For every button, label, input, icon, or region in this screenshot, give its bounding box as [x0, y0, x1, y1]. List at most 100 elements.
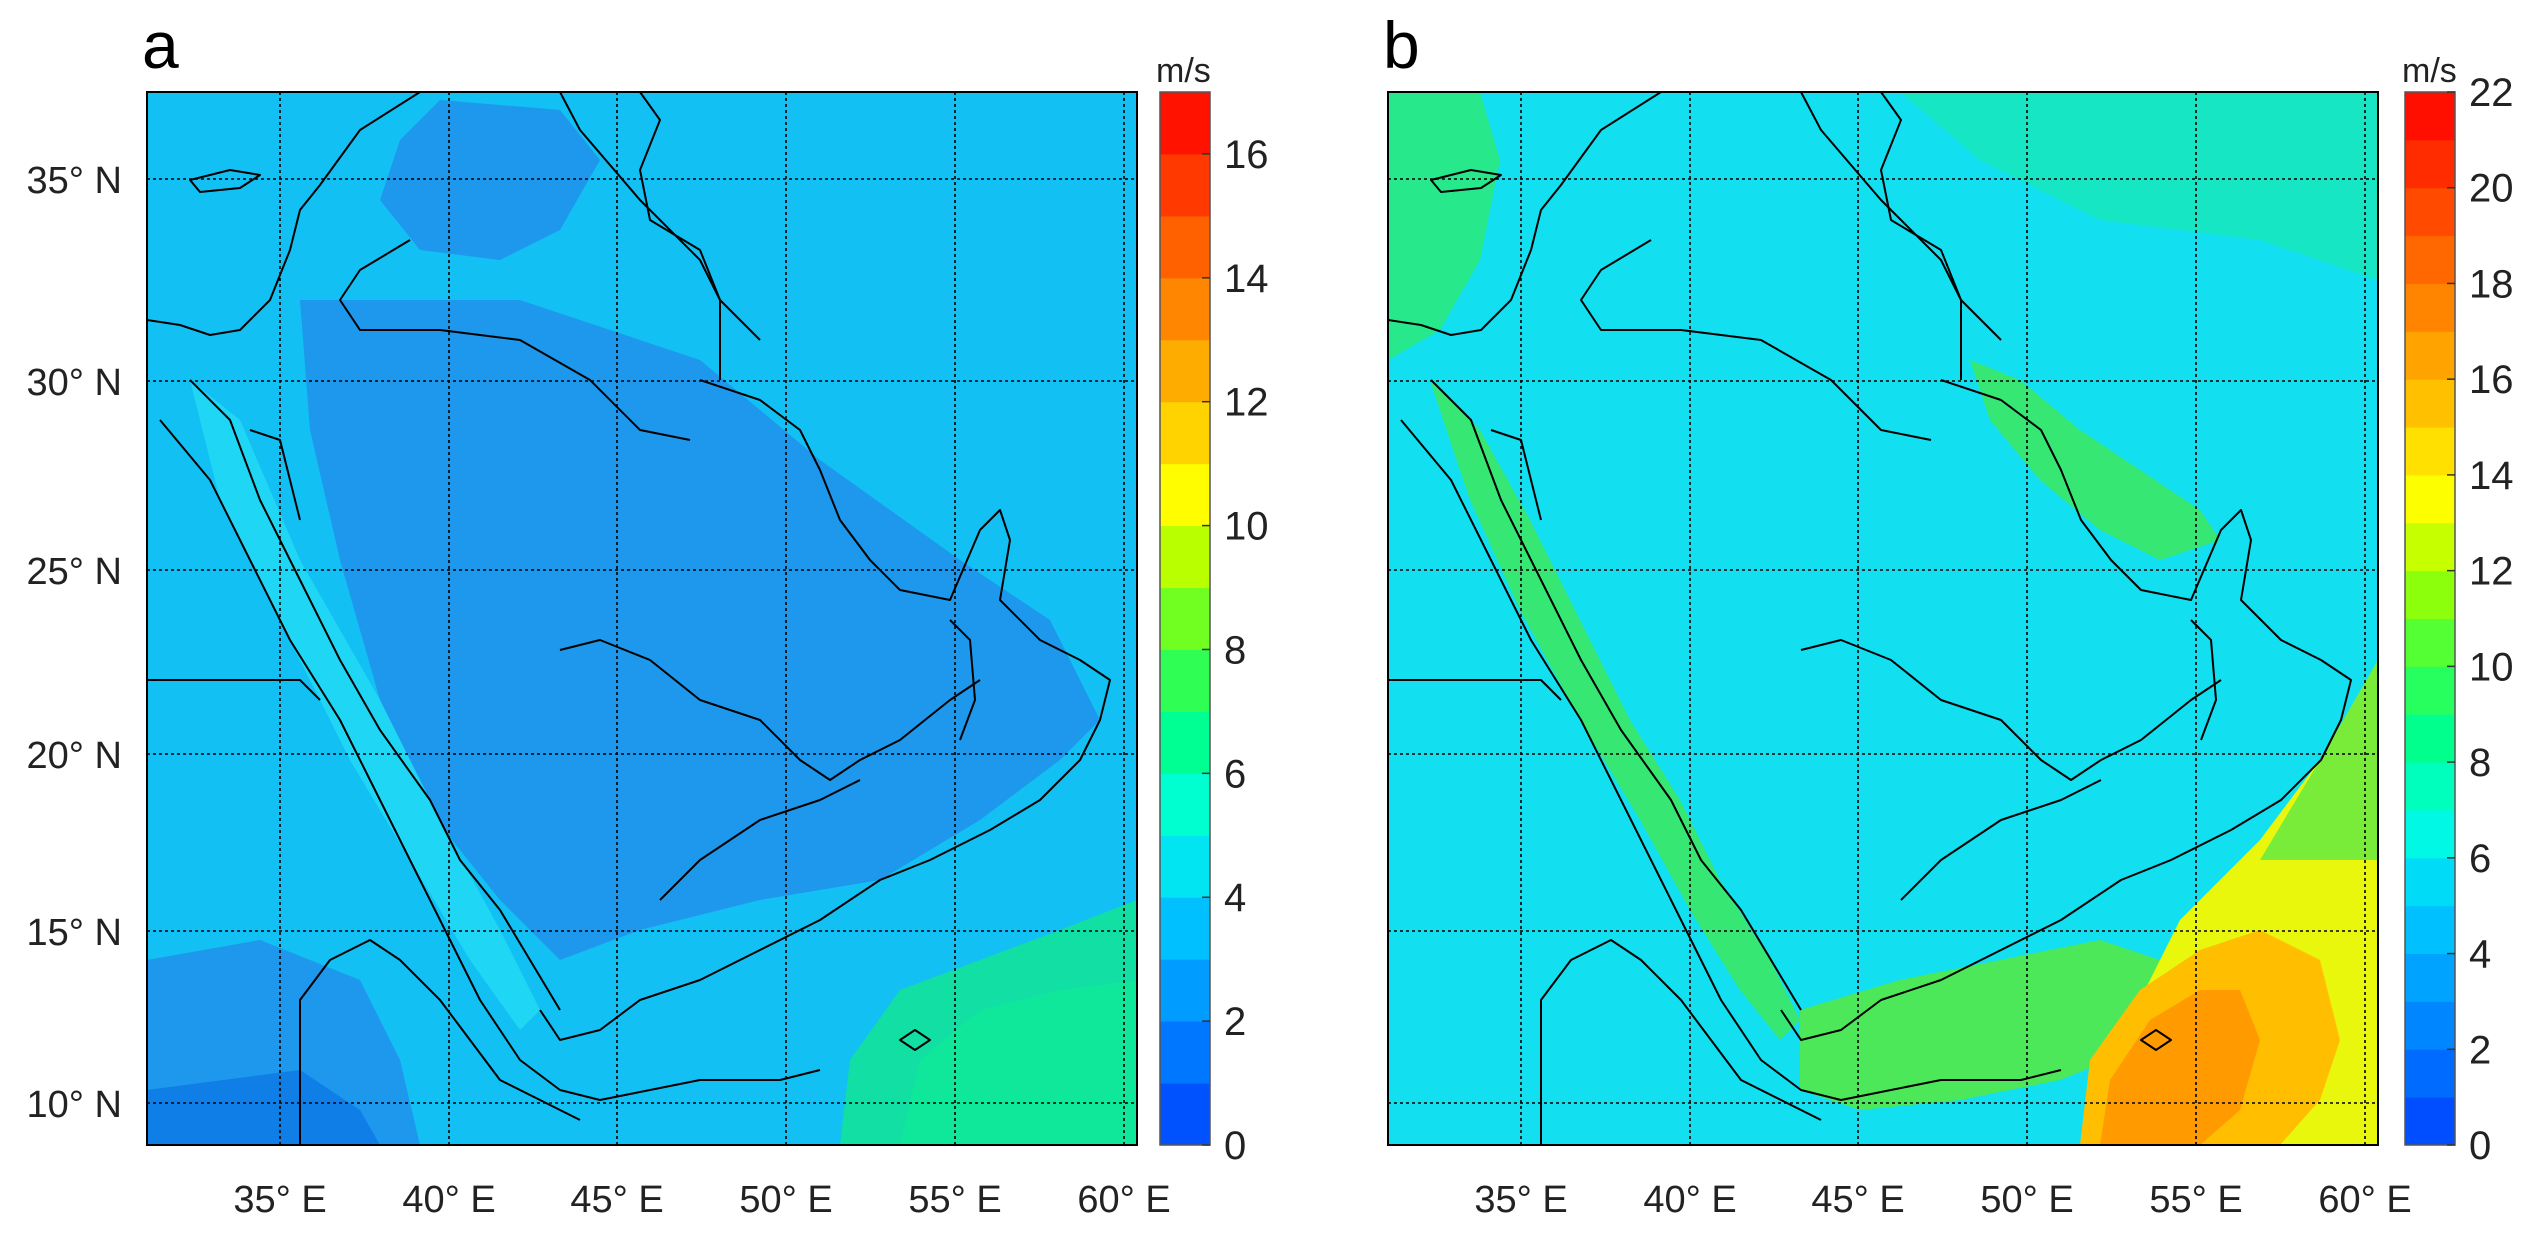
panel-b-xtick: 55° E: [2149, 1179, 2242, 1221]
panel-b-colorbar-unit: m/s: [2402, 52, 2457, 90]
colorbar-tick-label: 12: [1224, 381, 1269, 425]
panel-a-colorbar: m/s 0 2 4 6 8 10 12 14 16: [1156, 52, 1269, 1168]
colorbar-tick-label: 2: [1224, 1000, 1246, 1044]
panel-a-ytick: 15° N: [27, 912, 122, 954]
colorbar-tick-label: 4: [1224, 876, 1246, 920]
colorbar-tick-label: 8: [1224, 628, 1246, 672]
panel-a-ytick: 30° N: [27, 362, 122, 404]
panel-b-field-green-med: [1388, 92, 1500, 360]
colorbar-tick-label: 6: [2469, 837, 2491, 881]
panel-b-map: [1388, 92, 2378, 1145]
panel-a-field-lowest-africa: [147, 1070, 380, 1145]
panel-a-map-frame: [146, 91, 1138, 1146]
panel-a-field-low-north: [380, 100, 600, 260]
panel-a-coastlines: [147, 92, 1111, 1145]
panel-a-y-ticks: 35° N 30° N 25° N 20° N 15° N 10° N: [27, 160, 122, 1126]
panel-b-field-green-gulf: [1970, 360, 2220, 560]
colorbar-band: [1160, 92, 1210, 155]
panel-a-xtick: 60° E: [1077, 1179, 1170, 1221]
colorbar-tick-label: 4: [2469, 933, 2491, 977]
colorbar-band: [2405, 522, 2455, 572]
colorbar-band: [2405, 1001, 2455, 1050]
colorbar-band: [2405, 331, 2455, 380]
colorbar-band: [1160, 1021, 1210, 1084]
colorbar-band: [2405, 92, 2455, 141]
colorbar-tick-label: 18: [2469, 262, 2514, 306]
colorbar-tick-label: 0: [1224, 1124, 1246, 1168]
colorbar-band: [1160, 711, 1210, 774]
colorbar-tick-label: 10: [1224, 505, 1269, 549]
colorbar-band: [2405, 283, 2455, 332]
panel-a-xtick: 50° E: [739, 1179, 832, 1221]
colorbar-band: [1160, 339, 1210, 403]
colorbar-band: [2405, 474, 2455, 524]
panel-b-field-green-north: [1600, 92, 2378, 280]
panel-b-x-ticks: 35° E 40° E 45° E 50° E 55° E 60° E: [1474, 1179, 2411, 1221]
colorbar-band: [2405, 762, 2455, 811]
colorbar-band: [2405, 809, 2455, 859]
panel-a-xtick: 45° E: [570, 1179, 663, 1221]
colorbar-band: [2405, 857, 2455, 907]
panel-a-ytick: 20° N: [27, 735, 122, 777]
panel-a-field-low-arabia: [300, 300, 1100, 960]
panel-b-xtick: 50° E: [1980, 1179, 2073, 1221]
panel-a-ytick: 35° N: [27, 160, 122, 202]
panel-b-xtick: 45° E: [1811, 1179, 1904, 1221]
panel-a-label: a: [142, 8, 179, 82]
colorbar-band: [1160, 401, 1210, 465]
panel-b-xtick: 60° E: [2318, 1179, 2411, 1221]
colorbar-tick-label: 2: [2469, 1028, 2491, 1072]
colorbar-tick-label: 0: [2469, 1124, 2491, 1168]
colorbar-band: [2405, 953, 2455, 1002]
panel-a-colorbar-unit: m/s: [1156, 52, 1211, 90]
panel-b-field-green-oman: [2260, 660, 2378, 860]
colorbar-band: [2405, 1097, 2455, 1146]
panel-b-coastlines: [1388, 92, 2352, 1145]
panel-b-graticule: [1388, 92, 2378, 1145]
colorbar-band: [1160, 959, 1210, 1022]
colorbar-band: [2405, 187, 2455, 237]
panel-a-colorbar-bands: [1160, 92, 1210, 1146]
panel-a: a: [27, 8, 1269, 1221]
panel-b-xtick: 40° E: [1643, 1179, 1736, 1221]
colorbar-tick-label: 6: [1224, 752, 1246, 796]
colorbar-band: [1160, 525, 1210, 589]
panel-b-field-orange-core: [2100, 990, 2260, 1145]
colorbar-band: [1160, 897, 1210, 960]
colorbar-band: [1160, 277, 1210, 341]
panel-b-colorbar-bands: [2405, 92, 2455, 1146]
panel-b-label: b: [1383, 8, 1420, 82]
colorbar-band: [2405, 618, 2455, 667]
panel-a-xtick: 35° E: [233, 1179, 326, 1221]
colorbar-tick-label: 14: [2469, 454, 2514, 498]
panel-a-map: [147, 92, 1137, 1145]
colorbar-tick-label: 14: [1224, 257, 1269, 301]
colorbar-tick-label: 12: [2469, 550, 2514, 594]
panel-a-ytick: 10° N: [27, 1084, 122, 1126]
colorbar-band: [2405, 235, 2455, 284]
panel-b-map-frame: [1387, 91, 2379, 1146]
colorbar-tick-label: 16: [1224, 133, 1269, 177]
colorbar-band: [2405, 666, 2455, 715]
colorbar-band: [2405, 714, 2455, 763]
panel-b-colorbar: m/s 0 2 4 6 8 10 12 14 16 18 20 22: [2402, 52, 2514, 1168]
panel-a-xtick: 40° E: [402, 1179, 495, 1221]
panel-a-xtick: 55° E: [908, 1179, 1001, 1221]
colorbar-band: [1160, 649, 1210, 712]
colorbar-band: [2405, 1049, 2455, 1098]
colorbar-tick-label: 22: [2469, 71, 2514, 115]
colorbar-band: [2405, 905, 2455, 955]
colorbar-tick-label: 16: [2469, 358, 2514, 402]
panel-a-colorbar-frame: [1159, 91, 1211, 1146]
colorbar-tick-label: 10: [2469, 645, 2514, 689]
colorbar-band: [2405, 139, 2455, 189]
colorbar-band: [2405, 427, 2455, 476]
colorbar-tick-label: 20: [2469, 167, 2514, 211]
colorbar-band: [2405, 379, 2455, 428]
colorbar-tick-label: 8: [2469, 741, 2491, 785]
colorbar-band: [2405, 570, 2455, 619]
colorbar-band: [1160, 773, 1210, 836]
panel-b-colorbar-labels: 0 2 4 6 8 10 12 14 16 18 20 22: [2447, 71, 2514, 1168]
panel-a-colorbar-labels: 0 2 4 6 8 10 12 14 16: [1202, 133, 1269, 1168]
